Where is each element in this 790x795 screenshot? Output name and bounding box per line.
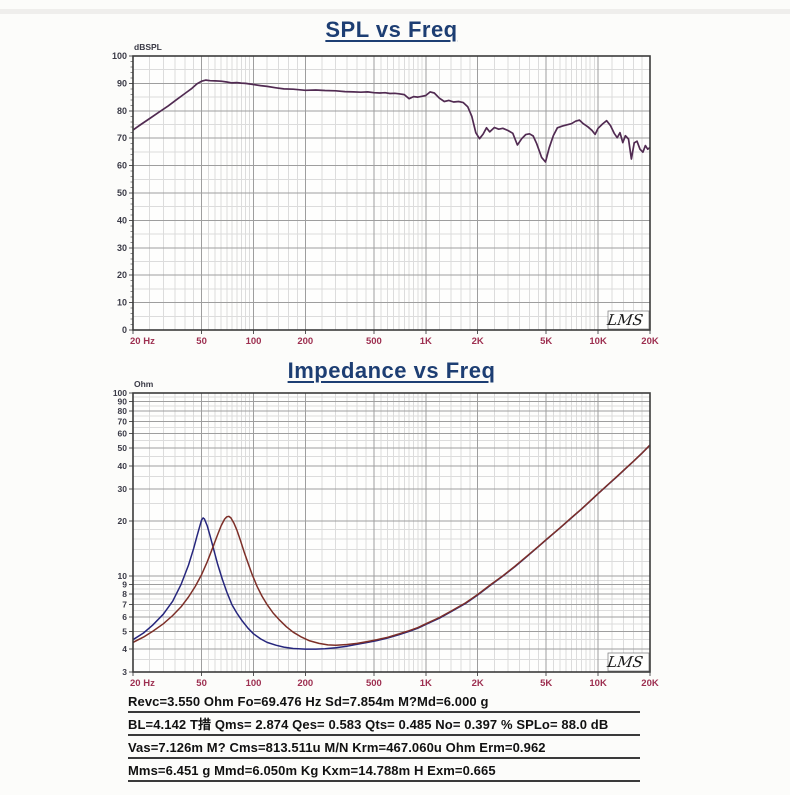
lms-logo-box	[607, 652, 650, 672]
x-tick-label: 200	[297, 678, 313, 689]
y-tick-label: 60	[118, 429, 128, 439]
y-tick-label: 80	[118, 406, 128, 416]
x-tick-label: 20 Hz	[130, 336, 155, 347]
x-tick-label: 20K	[641, 678, 659, 689]
y-tick-label: 30	[117, 243, 127, 253]
x-tick-label: 5K	[540, 336, 552, 347]
y-tick-label: 10	[117, 298, 127, 308]
chart-1: 20 Hz 50 100 200 500 1K 2K 5K 10K 20K100908070605…	[113, 379, 659, 689]
x-tick-label: 500	[366, 336, 382, 347]
x-tick-label: 2K	[472, 336, 484, 347]
lms-logo-box	[607, 310, 650, 330]
x-tick-label: 1K	[420, 678, 432, 689]
y-tick-label: 9	[122, 580, 127, 590]
x-tick-label: 5K	[540, 678, 552, 689]
x-tick-label: 100	[246, 678, 262, 689]
y-tick-label: 70	[118, 416, 128, 426]
y-tick-label: 0	[122, 325, 127, 335]
x-tick-label: 20K	[641, 336, 659, 347]
x-tick-label: 10K	[589, 336, 607, 347]
x-tick-label: 10K	[589, 678, 607, 689]
y-tick-label: 30	[118, 484, 128, 494]
lms-logo: LMS	[605, 653, 644, 671]
x-tick-label: 50	[196, 336, 207, 347]
y-tick-label: 80	[117, 106, 127, 116]
y-tick-label: 4	[122, 644, 127, 654]
y-tick-label: 20	[118, 516, 128, 526]
spl-chart-title: SPL vs Freq	[325, 17, 458, 42]
x-tick-label: 100	[246, 336, 262, 347]
param-line-revc-fo-sd: Revc=3.550 Ohm Fo=69.476 Hz Sd=7.854m M?…	[128, 694, 640, 713]
x-tick-label: 20 Hz	[130, 678, 155, 689]
y-tick-label: 8	[122, 589, 127, 599]
y-tick-label: 20	[117, 270, 127, 280]
x-tick-label: 200	[297, 336, 313, 347]
page-top-shadow	[0, 9, 790, 14]
y-tick-label: 100	[113, 388, 127, 398]
y-tick-label: 100	[112, 51, 127, 61]
y-tick-label: 5	[122, 626, 127, 636]
y-tick-label: 70	[117, 133, 127, 143]
y-tick-label: 7	[122, 600, 127, 610]
y-tick-label: 50	[118, 443, 128, 453]
param-line-vas-cms-krm: Vas=7.126m M? Cms=813.511u M/N Krm=467.0…	[128, 740, 640, 759]
y-tick-label: 10	[118, 571, 128, 581]
x-tick-label: 500	[366, 678, 382, 689]
lms-logo: LMS	[605, 311, 644, 329]
spl-response-curve	[133, 79, 650, 163]
y-axis-unit-label: dBSPL	[134, 42, 162, 52]
y-tick-label: 60	[117, 161, 127, 171]
impedance-chart-title: Impedance vs Freq	[287, 358, 496, 383]
y-axis-unit-label: Ohm	[134, 379, 154, 389]
param-line-mms-mmd-kxm: Mms=6.451 g Mmd=6.050m Kg Kxm=14.788m H …	[128, 763, 640, 782]
param-line-bl-q-spl: BL=4.142 T措 Qms= 2.874 Qes= 0.583 Qts= 0…	[128, 717, 640, 736]
y-tick-label: 40	[118, 461, 128, 471]
y-tick-label: 50	[117, 188, 127, 198]
impedance-free-air-curve	[133, 444, 650, 646]
y-tick-label: 90	[117, 78, 127, 88]
y-tick-label: 40	[117, 215, 127, 225]
chart-0: 20 Hz 50 100 200 500 1K 2K 5K 10K 20K100908070605…	[112, 42, 659, 347]
thiele-small-parameters: Revc=3.550 Ohm Fo=69.476 Hz Sd=7.854m M?…	[128, 694, 640, 786]
x-tick-label: 50	[196, 678, 207, 689]
y-tick-label: 3	[122, 667, 127, 677]
y-tick-label: 90	[118, 396, 128, 406]
y-tick-label: 6	[122, 612, 127, 622]
x-tick-label: 2K	[472, 678, 484, 689]
x-tick-label: 1K	[420, 336, 432, 347]
